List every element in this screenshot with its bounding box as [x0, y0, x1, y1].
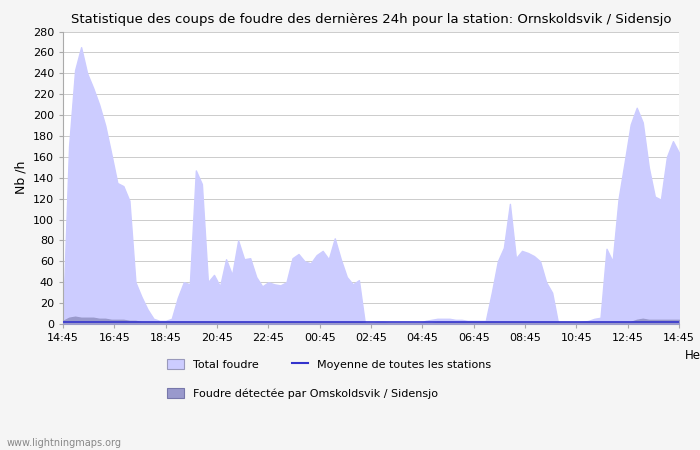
Title: Statistique des coups de foudre des dernières 24h pour la station: Ornskoldsvik : Statistique des coups de foudre des dern… [71, 13, 671, 26]
Y-axis label: Nb /h: Nb /h [14, 161, 27, 194]
Legend: Foudre détectée par Omskoldsvik / Sidensjo: Foudre détectée par Omskoldsvik / Sidens… [167, 388, 438, 399]
Text: Heure: Heure [685, 349, 700, 362]
Text: www.lightningmaps.org: www.lightningmaps.org [7, 438, 122, 448]
